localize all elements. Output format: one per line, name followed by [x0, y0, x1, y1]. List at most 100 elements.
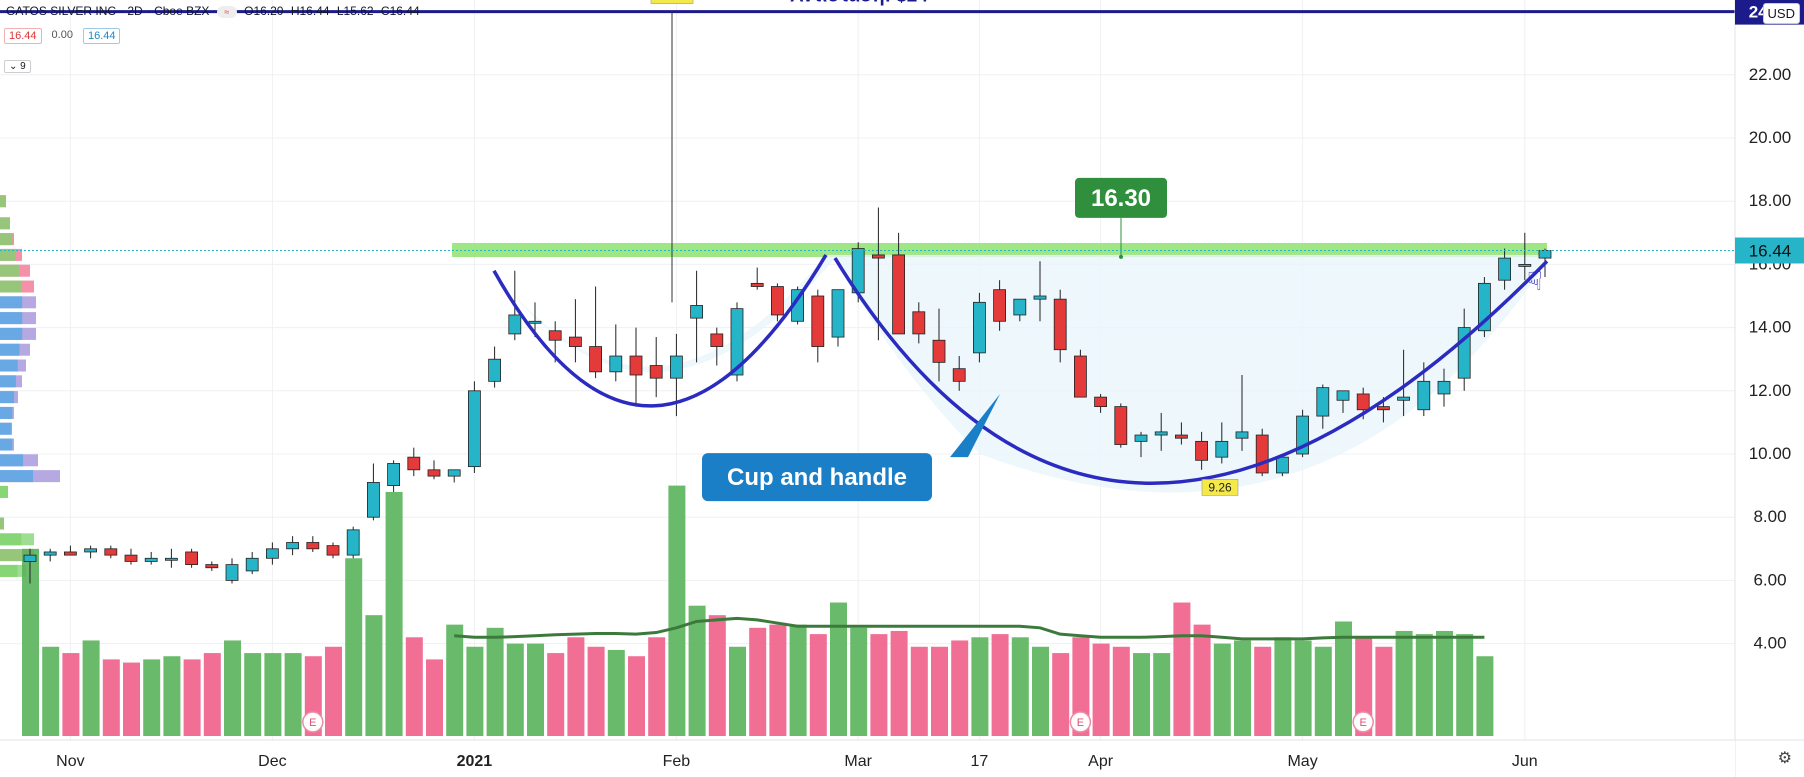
volume-bar [688, 605, 706, 736]
candle-body [1114, 406, 1128, 445]
candle [993, 280, 1006, 331]
candle-body [1437, 380, 1451, 395]
volume-profile-bar-up [0, 549, 22, 562]
volume-bar [547, 653, 565, 736]
volume-profile-bar-up [0, 406, 13, 419]
candle-body [286, 542, 300, 550]
candle-body [1053, 298, 1067, 351]
candle [589, 286, 602, 379]
price-axis-bg [1735, 0, 1804, 777]
candle [1255, 428, 1269, 477]
candle [1498, 248, 1511, 290]
candle-body [366, 482, 380, 518]
visibility-toggle-icon[interactable]: ≈ [216, 5, 237, 18]
currency-selector[interactable]: USD [1762, 3, 1800, 24]
candle [164, 548, 178, 568]
volume-profile-bar-up [0, 375, 16, 388]
gear-icon[interactable]: ⚙ [1777, 750, 1792, 767]
candle-body [872, 254, 885, 259]
volume-bar [1375, 646, 1393, 736]
candle-body [1154, 431, 1168, 436]
candle [831, 289, 845, 347]
breakout-zone [452, 243, 1547, 258]
volume-profile-bar-up [0, 264, 20, 277]
volume-bar [1193, 624, 1211, 736]
candle [286, 536, 300, 556]
candle-body [467, 390, 481, 468]
candle-body [1336, 390, 1350, 401]
candle-body [387, 463, 401, 487]
interval[interactable]: 2D [127, 4, 143, 18]
ohlc-close: C16.44 [380, 4, 420, 18]
volume-bar [405, 637, 423, 736]
volume-profile-bar-up [0, 217, 10, 230]
candle [225, 558, 239, 584]
candle-body [1498, 257, 1511, 281]
volume-bar [123, 662, 140, 736]
volume-profile-bar-up [0, 248, 16, 261]
candle [629, 327, 643, 407]
candle [488, 346, 502, 388]
high-marker-box [650, 0, 694, 4]
y-tick-label: 12.00 [1749, 381, 1792, 400]
volume-bar [850, 627, 868, 736]
breakout-label-box [1075, 177, 1167, 218]
volume-bar [365, 615, 383, 736]
volume-bar [1011, 637, 1029, 736]
resistance-label: Αντίσταση: $24 [790, 0, 928, 7]
y-tick-label: 4.00 [1753, 634, 1786, 653]
trade-badges: 16.44 0.00 16.44 [4, 28, 121, 44]
candle [710, 327, 724, 366]
volume-bar [769, 624, 787, 736]
volume-bar [446, 624, 464, 736]
candle-body [185, 551, 199, 566]
cup-shading [494, 254, 1547, 493]
candle [346, 526, 360, 559]
x-tick-label: 2021 [457, 753, 493, 770]
candle-body [1235, 431, 1249, 439]
volume-bar [1234, 640, 1251, 736]
volume-bar [264, 653, 282, 736]
candle [649, 337, 663, 398]
y-tick-label: 18.00 [1749, 191, 1792, 210]
candle [306, 536, 320, 552]
candle-body [164, 557, 178, 561]
candle-body [912, 311, 926, 335]
candle-body [569, 336, 582, 347]
candle [1276, 454, 1289, 477]
candle-body [1316, 387, 1330, 417]
volume-profile-bar-up [0, 438, 13, 451]
candle-body [144, 557, 158, 562]
earnings-marker [1069, 711, 1092, 733]
volume-profile-bar-up [0, 391, 15, 404]
callout-box [702, 453, 932, 502]
candle-body [64, 551, 77, 556]
sell-badge[interactable]: 16.44 [4, 28, 42, 44]
indicator-collapse-button[interactable]: ⌄ 9 [4, 60, 31, 73]
candle-body [124, 554, 138, 562]
candle-body [528, 320, 542, 324]
earnings-marker-label: E [1077, 717, 1084, 729]
candle-body [629, 355, 643, 376]
x-tick-label: Feb [663, 753, 691, 770]
candle-body [43, 551, 57, 556]
volume-bar [749, 627, 767, 736]
candle-body [104, 548, 118, 556]
volume-profile-bar-up [0, 517, 4, 530]
volume-bar [567, 637, 585, 736]
buy-badge[interactable]: 16.44 [82, 28, 121, 44]
candle [1235, 375, 1249, 451]
volume-bar [648, 637, 666, 736]
volume-bar [426, 659, 443, 736]
handle-curve [492, 254, 828, 408]
candle [1013, 298, 1027, 322]
volume-profile-bar-up [0, 454, 24, 467]
volume-profile-bar-up [0, 280, 22, 293]
candle [84, 545, 97, 559]
volume-bar [1072, 637, 1090, 736]
volume-bar [1294, 640, 1312, 736]
x-tick-label: Apr [1088, 753, 1114, 770]
candle [1195, 431, 1208, 470]
volume-bar [1133, 653, 1150, 736]
